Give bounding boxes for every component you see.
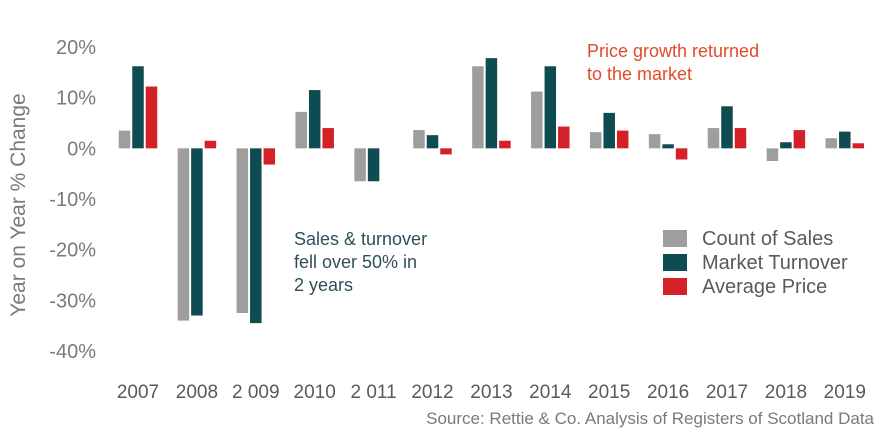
x-tick-label: 2016 [647,382,689,403]
bar [662,144,674,149]
bar [839,131,851,149]
bar [263,148,276,165]
x-tick-label: 2010 [294,382,336,403]
bar [780,142,792,149]
bar [367,148,380,182]
annotation-line: Sales & turnover [294,229,427,249]
annotation-line: Price growth returned [587,41,759,61]
bar [132,66,144,149]
bar [499,140,511,149]
bar [204,140,217,149]
bar [558,126,570,149]
bar [177,148,190,321]
x-tick-label: 2018 [765,382,807,403]
x-tick-label: 2 011 [351,382,397,403]
legend-swatch [663,254,687,271]
bar [250,148,262,324]
bar [485,58,498,149]
x-tick-label: 2017 [706,382,748,403]
bar [426,135,439,149]
bar [308,90,321,149]
bar [616,130,629,149]
y-axis-ticks: 20% 10% 0% -10% -20% -30% -40% [49,37,96,363]
bar [544,66,557,149]
bar [707,128,720,149]
legend-label: Market Turnover [702,252,848,274]
y-axis-label: Year on Year % Change [7,93,30,316]
bar [793,130,806,149]
source-note: Source: Rettie & Co. Analysis of Registe… [426,409,874,428]
bar [531,91,543,149]
y-tick-label: -20% [49,240,96,262]
bar [118,130,131,149]
bar [413,130,425,149]
annotation-price-growth: Price growth returned to the market [587,41,759,84]
y-tick-label: 10% [56,88,96,110]
annotation-line: fell over 50% in [294,252,417,272]
annotation-line: to the market [587,64,692,84]
bar [322,128,334,149]
bar [589,132,602,149]
annotation-line: 2 years [294,275,353,295]
bar [440,148,452,155]
x-tick-label: 2012 [411,382,453,403]
y-tick-label: -30% [49,290,96,312]
y-tick-label: 20% [56,37,96,59]
bar [852,143,865,149]
x-tick-label: 2013 [470,382,512,403]
legend-swatch [663,278,687,295]
x-tick-label: 2007 [117,382,159,403]
legend-label: Average Price [702,276,827,298]
bar [675,148,688,160]
bar [354,148,366,182]
bar [603,112,615,149]
x-tick-label: 2019 [824,382,866,403]
x-tick-label: 2015 [588,382,630,403]
bar [648,134,661,149]
annotation-sales-turnover: Sales & turnover fell over 50% in 2 years [294,229,427,295]
bar [734,128,747,149]
legend-swatch [663,230,687,247]
x-tick-label: 2 009 [232,382,280,403]
bar [145,86,158,149]
y-tick-label: 0% [67,138,96,160]
y-tick-label: -40% [49,341,96,363]
bar [295,111,307,149]
bar [825,138,838,149]
legend-label: Count of Sales [702,228,833,250]
bar [191,148,203,316]
bar [766,148,779,161]
y-tick-label: -10% [49,189,96,211]
bar [236,148,249,313]
bar [472,66,484,149]
x-axis-ticks: 2007 2008 2 009 2010 2 011 2012 2013 2014 2015 20… [117,382,866,403]
x-tick-label: 2014 [529,382,572,403]
bars [118,58,865,324]
bar [721,106,733,149]
x-tick-label: 2008 [176,382,218,403]
